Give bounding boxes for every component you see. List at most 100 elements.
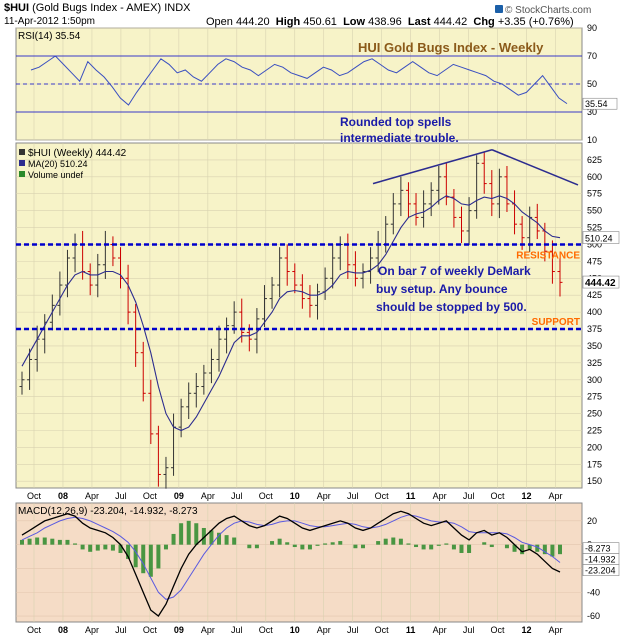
macd-histogram-bar [383, 538, 388, 545]
open-label: Open [206, 16, 233, 28]
header-symbol-line: $HUI (Gold Bugs Index - AMEX) INDX [4, 2, 190, 14]
x-tick-label-bottom: 10 [290, 625, 300, 635]
macd-histogram-bar [300, 544, 305, 550]
macd-line [21, 510, 561, 617]
x-tick-label: 12 [522, 491, 532, 501]
x-tick-label: Oct [143, 491, 158, 501]
x-tick-label-bottom: Oct [375, 625, 390, 635]
x-tick-label-bottom: Apr [317, 625, 331, 635]
macd-histogram-bar [459, 544, 464, 553]
macd-histogram-bar [512, 544, 517, 552]
macd-histogram-bar [391, 537, 396, 545]
support-label: SUPPORT [532, 317, 580, 328]
macd-histogram-bar [103, 544, 108, 550]
macd-legend: MACD(12,26,9) -23.204, -14.932, -8.273 [18, 506, 198, 517]
macd-histogram-bar [254, 544, 259, 549]
trendline-right [491, 149, 579, 186]
price-last-value: 444.42 [585, 278, 616, 289]
macd-y-tick-label: 20 [587, 516, 597, 526]
x-tick-label: Apr [317, 491, 331, 501]
macd-histogram-bar [520, 544, 525, 555]
macd-histogram-bar [141, 544, 146, 574]
x-tick-label-bottom: Apr [549, 625, 563, 635]
macd-histogram-bar [436, 544, 441, 546]
macd-histogram-bar [292, 544, 297, 548]
macd-last-value: -23.204 [585, 566, 616, 576]
x-tick-label: Apr [549, 491, 563, 501]
open-value: 444.20 [235, 16, 270, 28]
macd-histogram-bar [360, 544, 365, 549]
macd-histogram-bar [550, 544, 555, 557]
macd-histogram-bar [482, 542, 487, 545]
stockcharts-credit[interactable]: © StockCharts.com [495, 5, 591, 16]
macd-histogram-bar [35, 537, 40, 545]
x-tick-label: 08 [58, 491, 68, 501]
macd-histogram-bar [323, 543, 328, 545]
price-legend-entry: Volume undef [28, 170, 84, 180]
macd-histogram-bar [179, 523, 184, 545]
macd-histogram-bar [285, 542, 290, 545]
price-last-value-box [582, 275, 620, 289]
macd-histogram-bar [232, 537, 237, 545]
rsi-last-value: 35.54 [585, 99, 608, 109]
x-tick-label: 11 [406, 491, 416, 501]
high-label: High [275, 16, 301, 28]
macd-histogram-bar [65, 539, 70, 545]
macd-histogram-bar [50, 538, 55, 545]
ma20-line [21, 195, 561, 432]
high-value: 450.61 [303, 16, 337, 28]
resistance-label: RESISTANCE [516, 250, 580, 261]
macd-histogram-bar [376, 541, 381, 545]
macd-histogram-bar [171, 533, 176, 545]
rsi-y-tick-label: 90 [587, 23, 597, 33]
x-tick-label: Oct [491, 491, 506, 501]
price-y-tick-label: 325 [587, 358, 602, 368]
x-tick-label: 09 [174, 491, 184, 501]
macd-y-tick-label: -40 [587, 587, 600, 597]
header-date: 11-Apr-2012 1:50pm [4, 16, 95, 27]
x-tick-label-bottom: 12 [522, 625, 532, 635]
low-label: Low [343, 16, 366, 28]
macd-histogram-bar [42, 537, 47, 545]
price-y-tick-label: 475 [587, 256, 602, 266]
price-y-tick-label: 275 [587, 392, 602, 402]
credit-text: © StockCharts.com [505, 5, 592, 16]
macd-histogram-bar [414, 544, 419, 548]
x-tick-label-bottom: Jul [115, 625, 127, 635]
last-value: 444.42 [433, 16, 468, 28]
x-tick-label: 10 [290, 491, 300, 501]
last-label: Last [407, 16, 431, 28]
macd-histogram-bar [307, 544, 312, 550]
price-y-tick-label: 175 [587, 459, 602, 469]
macd-histogram-bar [247, 544, 252, 549]
macd-last-value: -8.273 [585, 544, 611, 554]
x-tick-label: Jul [347, 491, 359, 501]
x-tick-label: Apr [433, 491, 447, 501]
price-legend-entry: $HUI (Weekly) 444.42 [28, 148, 127, 159]
macd-histogram-bar [315, 544, 320, 546]
annotation-demark-line-3: should be stopped by 500. [376, 300, 527, 314]
price-last-value: 510.24 [585, 234, 613, 244]
rsi-line [30, 55, 568, 106]
macd-histogram-bar [224, 535, 229, 545]
x-tick-label-bottom: Apr [85, 625, 99, 635]
price-y-tick-label: 575 [587, 189, 602, 199]
macd-histogram-bar [444, 543, 449, 545]
rsi-last-value-box [582, 97, 618, 110]
rsi-legend: RSI(14) 35.54 [18, 31, 81, 42]
macd-histogram-bar [558, 544, 562, 555]
x-tick-label-bottom: Apr [433, 625, 447, 635]
price-y-tick-label: 525 [587, 223, 602, 233]
price-y-tick-label: 500 [587, 239, 602, 249]
chart-title: HUI Gold Bugs Index - Weekly [358, 40, 544, 55]
macd-histogram-bar [353, 544, 358, 549]
macd-histogram-bar [194, 523, 199, 545]
price-last-value-box [582, 231, 620, 244]
price-y-tick-label: 375 [587, 324, 602, 334]
x-tick-label: Apr [201, 491, 215, 501]
price-legend-entry: MA(20) 510.24 [28, 159, 88, 169]
macd-histogram-bar [542, 544, 547, 555]
macd-histogram-bar [398, 538, 403, 545]
macd-histogram-bar [88, 544, 93, 552]
